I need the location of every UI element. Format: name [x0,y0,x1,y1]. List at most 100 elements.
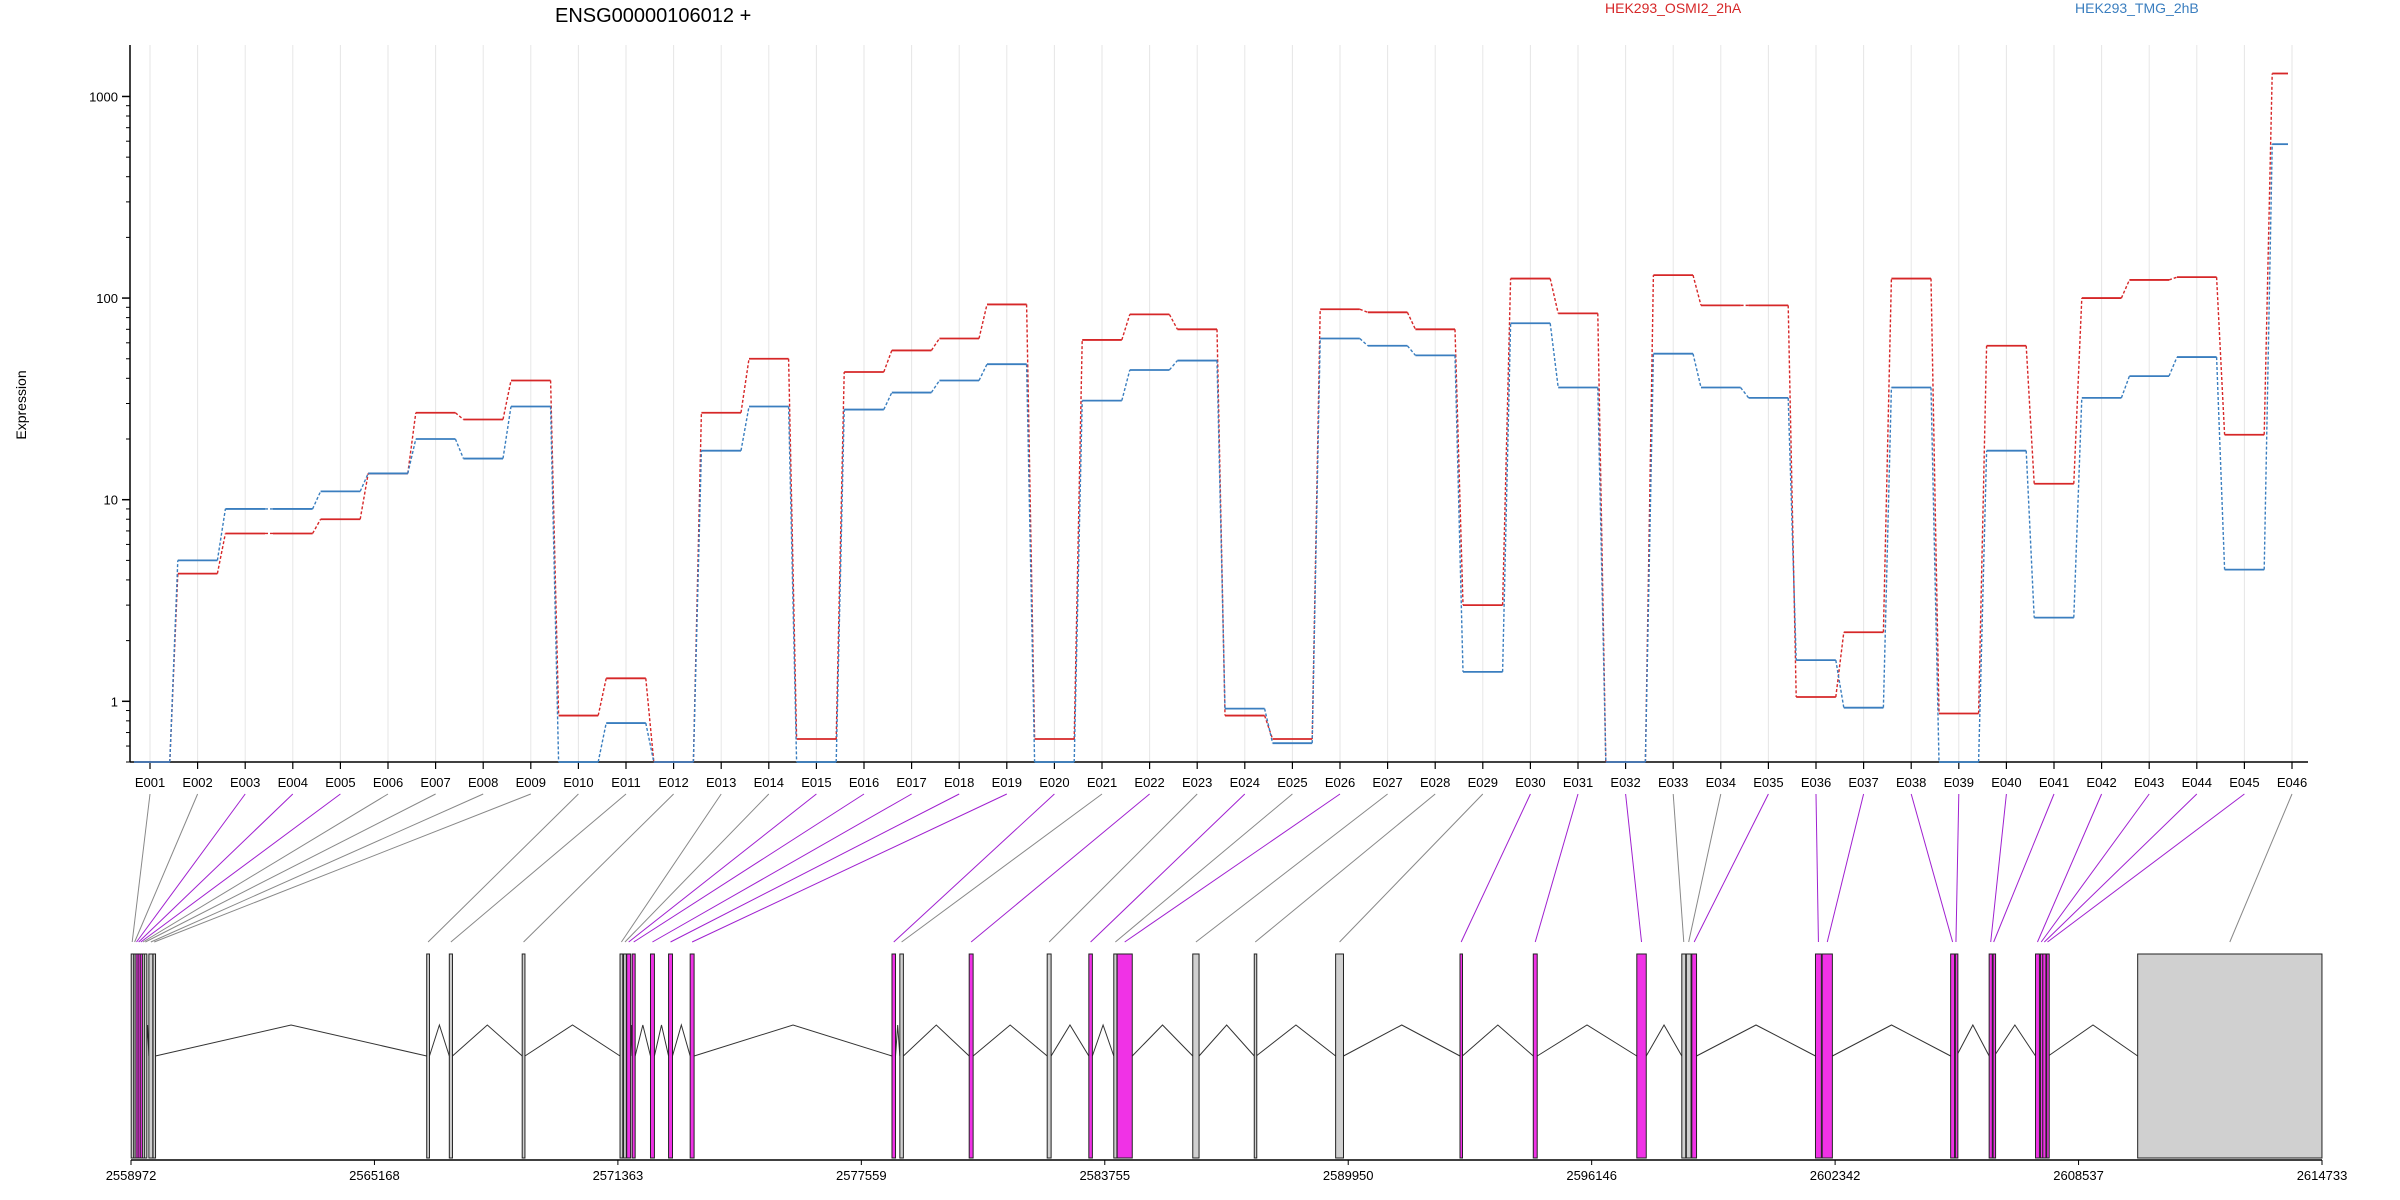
intron-line [428,1023,450,1057]
x-tick-label: E026 [1325,775,1355,790]
exon-connector [134,793,199,943]
exon-connector [1693,793,1769,943]
exon-connector [624,793,770,943]
exon-box [1992,953,1997,1159]
exon-box [1532,953,1538,1159]
exon-box [148,953,154,1159]
intron-line [1832,1024,1951,1057]
exon-connector [2047,793,2245,943]
series-1-step [835,371,845,740]
exon-connector [901,793,1103,943]
exon-connector [1672,793,1685,943]
exon-connector [620,793,722,943]
series-2-step [883,392,893,410]
x-tick-label: E016 [849,775,879,790]
exon-connector [1460,793,1531,943]
exon-box [521,953,526,1159]
genomic-tick-label: 2608537 [2053,1168,2104,1183]
genomic-tick-label: 2571363 [593,1168,644,1183]
series-1-step [1025,304,1036,740]
x-tick-label: E036 [1801,775,1831,790]
exon-connector [1826,793,1865,943]
series-2-step [407,438,417,474]
series-1-step [1454,329,1464,606]
exon-box [2137,953,2323,1159]
series-2-step [1835,660,1845,708]
x-axis: E001 E002 E003 E004 E005 E006 E007 E008 E009 E010… [130,761,2308,790]
exon-box [2046,953,2050,1159]
series-1-step [311,518,322,534]
series-1-step [645,678,655,763]
series-2-step [1740,387,1750,399]
series-1-step [359,473,369,520]
series-2-step [1882,387,1893,708]
series-1-step [549,380,560,716]
genomic-tick-label: 2583755 [1079,1168,1130,1183]
x-tick-label: E002 [182,775,212,790]
exon-connector [1254,793,1436,943]
series-2-step [1121,369,1131,401]
intron-line [972,1024,1048,1057]
x-tick-label: E005 [325,775,355,790]
exon-connector [1990,793,2007,943]
exon-connector [1195,793,1388,943]
series-2-step [1549,323,1559,388]
series-1-step [1930,278,1940,714]
series-2-step [216,508,227,561]
series-2-step [2073,397,2083,618]
intron-line [1131,1024,1194,1057]
series-1-step [1787,305,1797,698]
y-axis-label: Expression [13,370,29,439]
x-tick-label: E027 [1372,775,1402,790]
series-1-step [1311,309,1321,740]
exon-box [1116,953,1133,1159]
x-tick-label: E015 [801,775,831,790]
x-tick-label: E045 [2229,775,2259,790]
series-2-step [1073,400,1083,763]
exon-connector [131,793,151,943]
series-2-step [1597,387,1607,763]
genomic-tick-label: 2614733 [2297,1168,2348,1183]
exon-box [2042,953,2047,1159]
series-2-step [1644,353,1655,763]
x-tick-label: E037 [1848,775,1878,790]
series-1-step [2025,345,2035,484]
exon-connector [1090,793,1246,943]
x-tick-label: E041 [2039,775,2069,790]
x-tick-label: E014 [754,775,784,790]
exon-box [426,953,430,1159]
x-tick-label: E034 [1706,775,1736,790]
x-tick-label: E013 [706,775,736,790]
y-tick-label: 100 [96,291,118,306]
exon-box [448,953,453,1159]
exon-box [623,953,627,1159]
series-1-step [454,412,464,420]
exon-box [1046,953,1052,1159]
y-tick-label: 1000 [89,89,118,104]
intron-line [1255,1024,1336,1057]
genomic-tick-label: 2577559 [836,1168,887,1183]
exon-connector [1993,793,2055,943]
series-1-step [1501,278,1512,606]
genomic-tick-label: 2589950 [1323,1168,1374,1183]
series-2-step [1501,323,1512,672]
series-1-step [930,338,940,351]
exon-box [968,953,974,1159]
exon-box [1988,953,1993,1159]
x-tick-label: E035 [1753,775,1783,790]
series-2-step [549,406,560,763]
exon-connector [1534,793,1579,943]
exon-box [1636,953,1647,1159]
series-2-step [1454,355,1464,672]
legend-series-1: HEK293_OSMI2_2hA [1605,0,1742,16]
series-1-step [1168,314,1179,330]
x-tick-label: E038 [1896,775,1926,790]
x-tick-label: E006 [373,775,403,790]
intron-line [1462,1024,1534,1057]
exon-connector [2037,793,2103,943]
exon-connector [2040,793,2150,943]
exon-box [1681,953,1687,1159]
exon-connector [138,793,294,943]
series-2-step [1359,338,1369,347]
series-1-step [2120,279,2131,299]
